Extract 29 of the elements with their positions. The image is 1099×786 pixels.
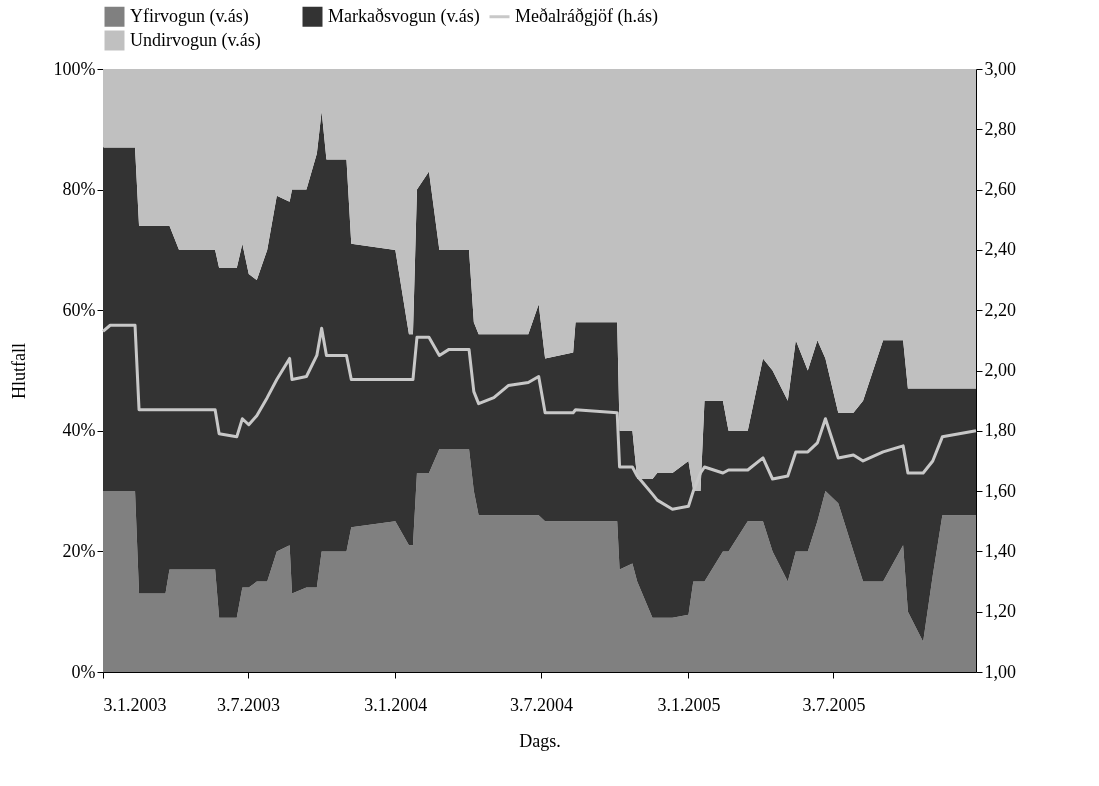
legend-label: Yfirvogun (v.ás) (130, 5, 249, 27)
y2-tick-label: 2,60 (984, 179, 1016, 200)
y-tick-label: 60% (62, 299, 96, 320)
y2-tick-label: 1,60 (984, 480, 1016, 501)
y2-tick-label: 2,20 (984, 299, 1016, 320)
y2-tick-label: 2,00 (984, 360, 1016, 380)
y-tick-label: 80% (62, 179, 96, 200)
y2-tick-label: 2,40 (984, 239, 1016, 260)
legend-label: Undirvogun (v.ás) (130, 29, 261, 51)
y2-tick-label: 1,80 (984, 420, 1016, 441)
x-axis-title: Dags. (519, 730, 561, 751)
y-tick-label: 100% (53, 58, 96, 79)
x-tick-label: 3.1.2005 (657, 694, 721, 715)
x-tick-label: 3.1.2003 (103, 694, 167, 715)
y2-tick-label: 1,40 (984, 540, 1016, 561)
y2-tick-label: 1,20 (984, 601, 1016, 622)
y-axis-title: Hlutfall (8, 343, 29, 399)
y-tick-label: 40% (62, 420, 96, 441)
y-tick-label: 20% (62, 540, 96, 561)
legend-label: Markaðsvogun (v.ás) (328, 5, 480, 27)
x-tick-label: 3.7.2003 (216, 694, 280, 715)
y2-tick-label: 3,00 (984, 58, 1016, 79)
x-tick-label: 3.7.2005 (802, 694, 866, 715)
y2-tick-label: 1,00 (984, 661, 1016, 682)
x-tick-label: 3.7.2004 (510, 694, 574, 715)
x-tick-label: 3.1.2004 (364, 694, 428, 715)
y2-tick-label: 2,80 (984, 118, 1016, 139)
legend-label: Meðalráðgjöf (h.ás) (515, 5, 658, 27)
y-tick-label: 0% (71, 661, 96, 682)
